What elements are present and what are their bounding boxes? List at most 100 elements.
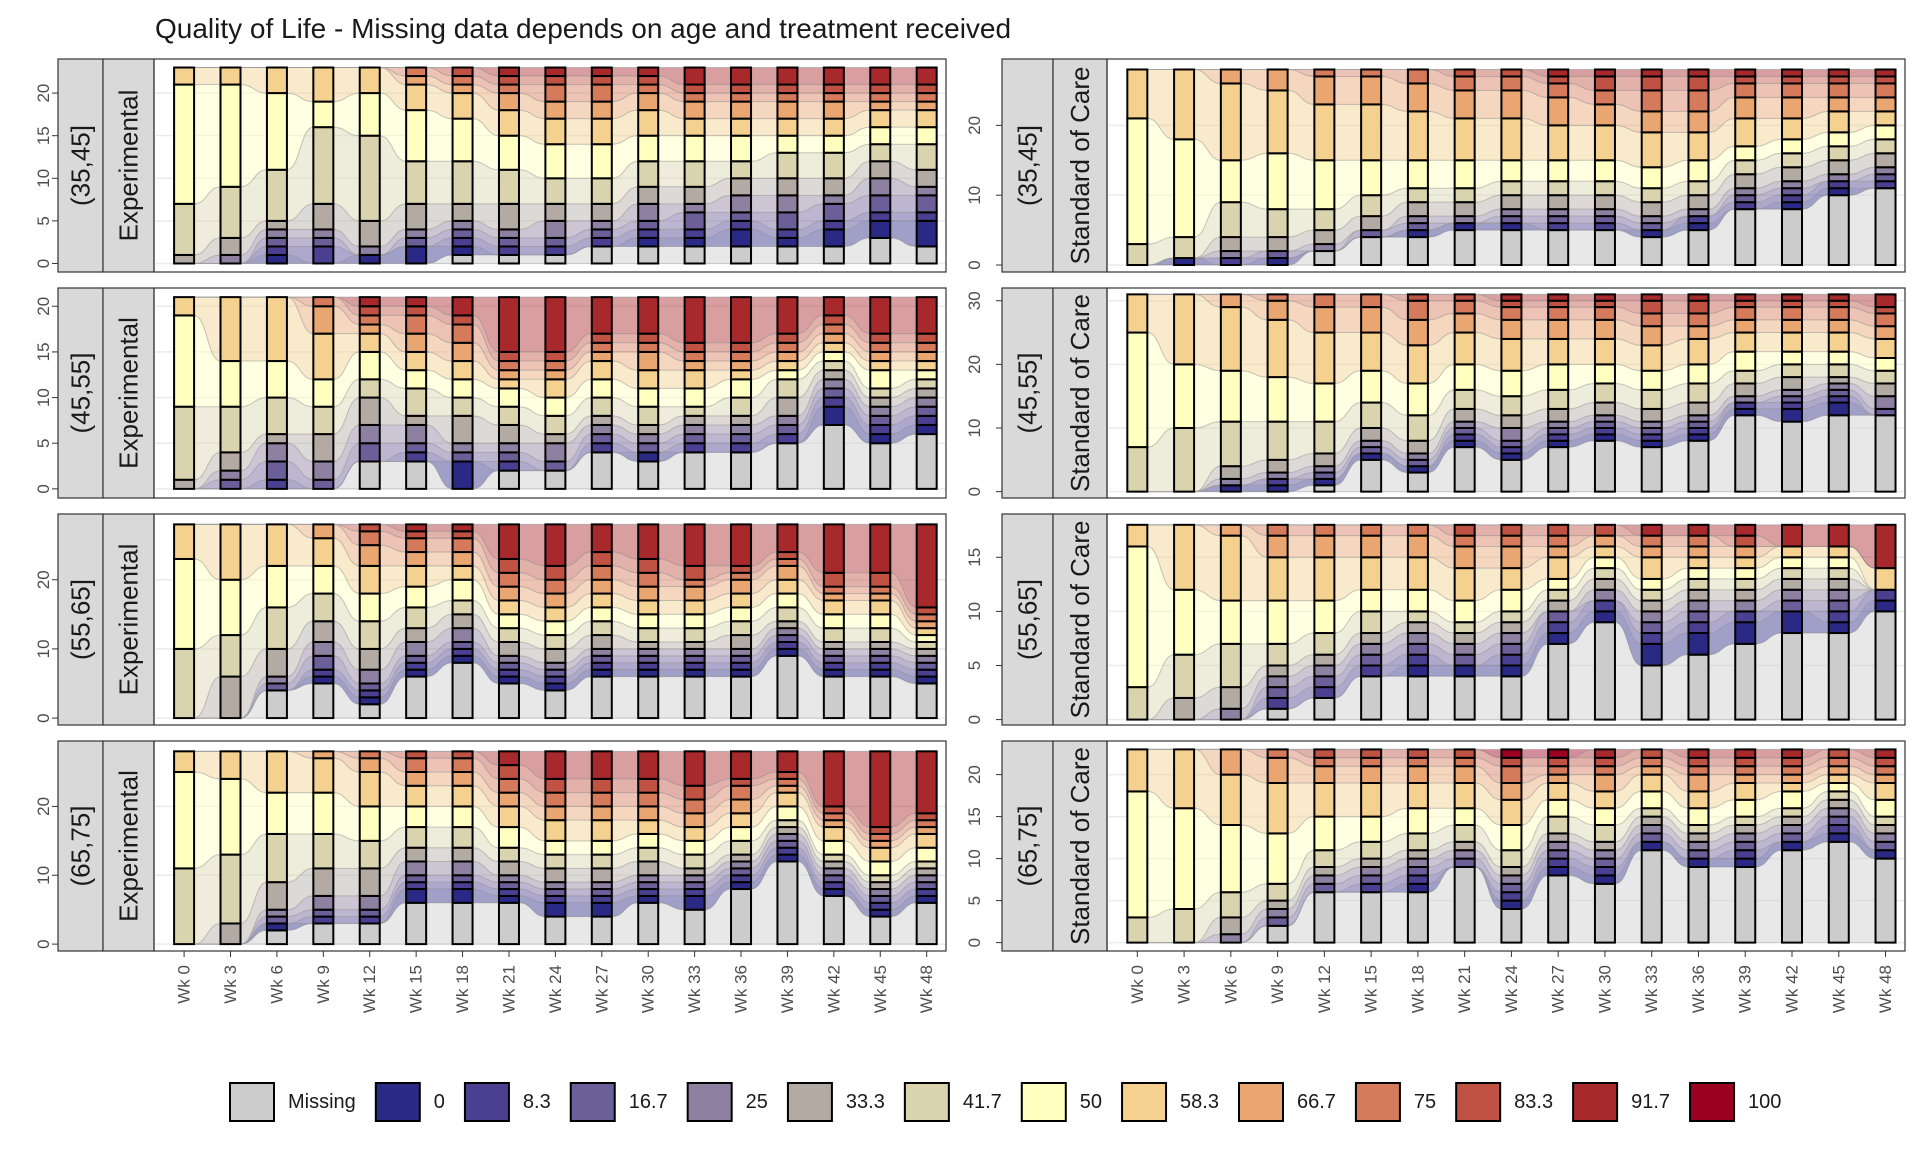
strip	[1001, 740, 1054, 952]
bar-segment	[1500, 899, 1523, 910]
flow	[1380, 891, 1409, 944]
flow	[1567, 874, 1596, 944]
bar-segment	[1360, 664, 1383, 678]
flow	[796, 177, 825, 196]
bar-segment	[1500, 610, 1523, 624]
bar-segment	[451, 750, 474, 760]
bar-segment	[1640, 621, 1663, 635]
bar-segment	[1453, 159, 1476, 190]
bar-segment	[1640, 229, 1663, 239]
bar-segment	[1500, 369, 1523, 398]
bar-segment	[544, 881, 567, 891]
bar-segment	[822, 341, 845, 353]
bar-segment	[915, 360, 938, 372]
strip	[1052, 58, 1108, 273]
bar-segment	[1406, 782, 1429, 810]
bar-segment	[1453, 407, 1476, 423]
flow	[1661, 300, 1689, 314]
bar-segment	[173, 770, 196, 870]
bar-segment	[1453, 75, 1476, 92]
flow	[1707, 757, 1736, 767]
bar-segment	[590, 578, 613, 595]
flow	[1661, 524, 1689, 537]
bar-segment	[1219, 250, 1242, 260]
bar-segment	[637, 668, 660, 678]
bar-segment	[869, 860, 892, 877]
bar-segment	[451, 360, 474, 381]
bar-segment	[312, 245, 335, 265]
bar-segment	[1547, 610, 1570, 624]
flow	[1287, 421, 1315, 461]
x-tick-label: Wk 21	[1455, 965, 1474, 1013]
legend-swatch	[1237, 1082, 1284, 1122]
bar-segment	[1406, 414, 1429, 442]
bar-segment	[1874, 166, 1897, 176]
bar-segment	[1874, 382, 1897, 398]
x-tick-label: Wk 42	[824, 965, 843, 1013]
bar-segment	[1547, 621, 1570, 635]
flow	[1287, 535, 1315, 558]
bar-segment	[405, 640, 428, 657]
flow	[564, 805, 593, 821]
bar-segment	[730, 839, 753, 856]
bar-segment	[869, 839, 892, 849]
bar-segment	[1360, 642, 1383, 656]
bar-segment	[1687, 215, 1710, 225]
flow	[704, 442, 732, 453]
bar-segment	[1640, 166, 1663, 190]
bar-segment	[405, 236, 428, 248]
bar-segment	[312, 433, 335, 463]
y-tick-label: 5	[34, 438, 53, 447]
bar-segment	[637, 675, 660, 720]
legend-label: 75	[1414, 1091, 1436, 1113]
bar-segment	[1781, 363, 1804, 379]
bar-segment	[497, 134, 520, 171]
bar-segment	[1313, 664, 1336, 678]
flow	[1287, 524, 1315, 537]
bar-segment	[822, 647, 845, 657]
bar-segment	[1640, 222, 1663, 232]
bar-segment	[1827, 523, 1850, 548]
bar-segment	[637, 219, 660, 231]
bar-segment	[1406, 229, 1429, 239]
bar-segment	[405, 296, 428, 308]
bar-segment	[1687, 523, 1710, 537]
bar-segment	[730, 92, 753, 103]
bar-segment	[451, 564, 474, 581]
bar-segment	[1173, 807, 1196, 911]
x-tick-label: Wk 45	[871, 965, 890, 1013]
bar-segment	[776, 592, 799, 609]
flow	[1801, 632, 1830, 721]
bar-segment	[776, 620, 799, 630]
y-tick-label: 10	[965, 186, 984, 205]
bar-segment	[265, 606, 288, 650]
flow	[564, 867, 593, 883]
bar-segment	[312, 620, 335, 643]
bar-segment	[544, 634, 567, 650]
strip-clip: (35,45]	[66, 125, 96, 206]
bar-segment	[915, 332, 938, 344]
bar-segment	[1453, 748, 1476, 759]
bar-segment	[869, 92, 892, 103]
bar-segment	[869, 442, 892, 490]
bar-segment	[265, 832, 288, 884]
bar-segment	[544, 523, 567, 567]
flow	[1754, 632, 1783, 721]
bar-segment	[822, 750, 845, 808]
bar-segment	[405, 784, 428, 808]
bar-segment	[637, 296, 660, 335]
bar-segment	[1734, 173, 1757, 190]
bar-segment	[915, 606, 938, 616]
y-tick-label: 10	[34, 388, 53, 407]
bar-segment	[1874, 798, 1897, 818]
bar-segment	[869, 881, 892, 891]
bar-segment	[312, 228, 335, 239]
bar-segment	[544, 245, 567, 256]
bar-segment	[1827, 187, 1850, 197]
bar-segment	[915, 185, 938, 197]
strip-label: (35,45]	[66, 125, 96, 206]
bar-segment	[1266, 916, 1289, 927]
legend-label: 66.7	[1297, 1091, 1336, 1113]
